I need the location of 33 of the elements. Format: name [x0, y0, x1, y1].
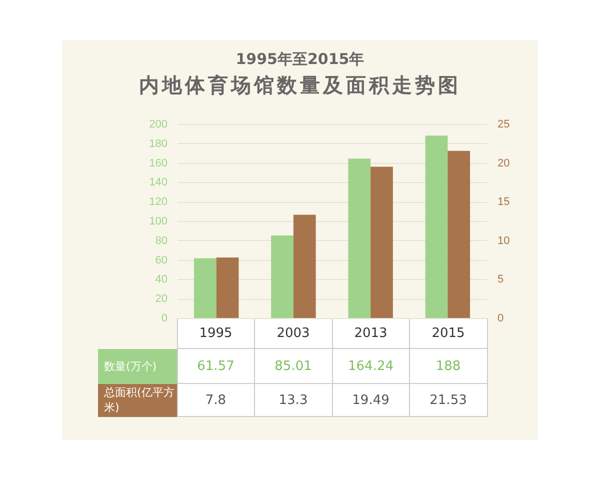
y-tick-label: 160	[149, 157, 168, 170]
y-tick-label: 60	[155, 254, 168, 266]
y-tick-label: 100	[149, 216, 168, 228]
y-tick-label: 80	[155, 234, 168, 247]
x-tick-label: 2013	[332, 318, 410, 348]
data-label: 13.3	[254, 384, 332, 416]
x-tick-label: 2003	[254, 318, 332, 348]
y-tick-label: 140	[149, 176, 168, 189]
text: 数量(万个)	[98, 348, 177, 384]
chart-subtitle: 1995年至2015年	[234, 50, 366, 69]
data-label: 21.53	[410, 384, 487, 416]
y2-tick-label: 25	[498, 118, 510, 130]
data-label: 164.24	[332, 348, 410, 384]
data-label: 85.01	[254, 348, 332, 384]
y-tick-label: 0	[161, 312, 168, 324]
y-tick-label: 20	[155, 293, 168, 306]
y-tick-label: 40	[155, 274, 168, 286]
data-label: 188	[410, 348, 487, 384]
y-tick-label: 120	[149, 196, 168, 208]
y-tick-label: 180	[149, 138, 168, 150]
y-tick-label: 200	[149, 118, 168, 130]
x-tick-label: 1995	[177, 318, 254, 348]
y2-tick-label: 15	[498, 196, 510, 208]
data-label: 61.57	[177, 348, 254, 384]
x-tick-label: 2015	[410, 318, 487, 348]
y2-tick-label: 5	[498, 274, 504, 286]
text: 总面积(亿平方米)	[98, 384, 177, 416]
y2-tick-label: 20	[498, 157, 510, 170]
data-label: 19.49	[332, 384, 410, 416]
chart-title: 内地体育场馆数量及面积走势图	[138, 72, 462, 99]
y2-tick-label: 10	[498, 234, 510, 247]
data-label: 7.8	[177, 384, 254, 416]
y2-tick-label: 0	[498, 312, 504, 324]
